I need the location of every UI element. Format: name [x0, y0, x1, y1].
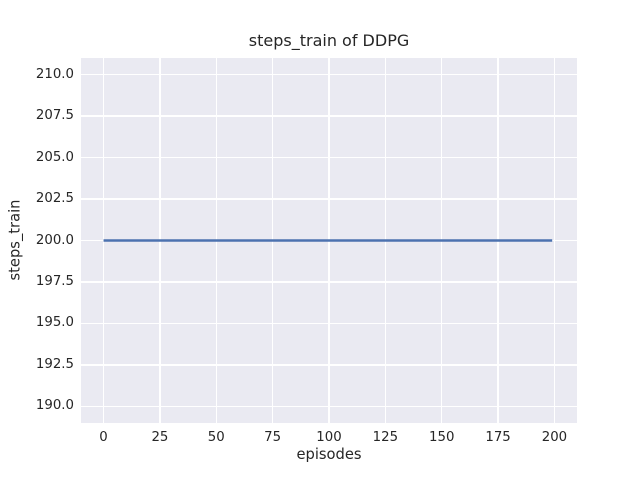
gridline-horizontal	[81, 281, 577, 283]
gridline-horizontal	[81, 156, 577, 159]
x-tick-label: 75	[264, 430, 282, 445]
y-tick-label: 192.5	[35, 356, 74, 372]
y-tick-label: 190.0	[35, 398, 74, 414]
x-tick-label: 100	[316, 430, 342, 445]
x-tick-label: 50	[207, 430, 225, 445]
x-tick-label: 200	[541, 430, 568, 445]
y-tick-label: 210.0	[35, 66, 74, 82]
chart-title: steps_train of DDPG	[248, 31, 410, 50]
y-tick-label: 200.0	[35, 232, 74, 248]
y-tick-label: 205.0	[35, 149, 74, 165]
gridline-horizontal	[81, 322, 577, 325]
plot-area	[81, 58, 577, 423]
y-axis-label: steps_train	[6, 199, 24, 281]
x-tick-label: 25	[151, 430, 169, 445]
x-tick-label: 0	[99, 430, 108, 445]
gridline-horizontal	[81, 115, 577, 117]
y-tick-label: 202.5	[35, 191, 74, 207]
gridline-horizontal	[81, 364, 577, 366]
y-tick-label: 207.5	[35, 108, 74, 124]
gridline-horizontal	[81, 198, 577, 200]
gridline-horizontal	[81, 73, 577, 76]
x-axis-label: episodes	[296, 446, 362, 463]
y-tick-label: 197.5	[35, 273, 74, 289]
gridline-horizontal	[81, 405, 577, 408]
y-tick-label: 195.0	[35, 315, 74, 331]
plot-canvas	[103, 239, 553, 242]
x-tick-label: 175	[485, 430, 511, 445]
x-tick-label: 150	[429, 430, 455, 445]
x-tick-label: 125	[372, 430, 399, 445]
